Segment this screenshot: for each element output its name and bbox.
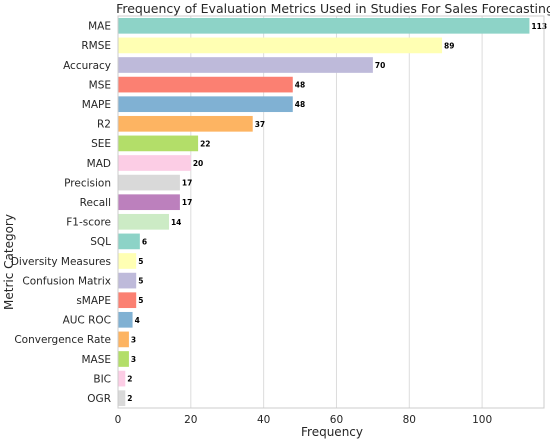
- bar: [118, 370, 126, 387]
- data-label: 37: [255, 120, 265, 129]
- bar: [118, 272, 137, 289]
- data-label: 48: [295, 81, 305, 90]
- data-label: 2: [127, 394, 132, 403]
- y-tick-label: Recall: [80, 197, 111, 209]
- data-label: 5: [138, 296, 143, 305]
- y-tick-label: sMAPE: [76, 295, 111, 307]
- data-label: 6: [142, 237, 147, 246]
- y-tick-label: AUC ROC: [63, 315, 111, 327]
- data-label: 3: [131, 355, 136, 364]
- data-label: 5: [138, 277, 143, 286]
- y-tick-label: SEE: [91, 138, 111, 150]
- x-tick-labels: 0 20 40 60 80 100: [115, 414, 492, 426]
- data-label: 113: [531, 22, 547, 31]
- y-tick-label: SQL: [90, 236, 111, 248]
- y-tick-label: MSE: [89, 79, 111, 91]
- plot-frame: [117, 15, 545, 409]
- bar: [118, 135, 199, 152]
- data-label: 20: [193, 159, 203, 168]
- y-tick-label: Convergence Rate: [14, 334, 111, 346]
- y-tick-label: OGR: [87, 393, 111, 405]
- y-tick-label: F1-score: [66, 217, 111, 229]
- y-tick-label: MAD: [87, 158, 111, 170]
- data-label: 17: [182, 198, 192, 207]
- y-tick-label: BIC: [93, 373, 111, 385]
- y-tick-label: Precision: [64, 177, 111, 189]
- data-label: 4: [135, 316, 140, 325]
- x-tick-label: 100: [472, 414, 492, 426]
- bar: [118, 17, 530, 34]
- y-tick-label: Confusion Matrix: [22, 275, 111, 287]
- y-tick-label: Diversity Measures: [11, 256, 111, 268]
- bar: [118, 174, 180, 191]
- bar: [118, 311, 133, 328]
- data-label: 48: [295, 100, 305, 109]
- bar: [118, 331, 129, 348]
- x-tick-label: 20: [184, 414, 197, 426]
- y-tick-label: RMSE: [81, 40, 111, 52]
- x-tick-label: 80: [403, 414, 416, 426]
- bar: [118, 76, 293, 93]
- chart-title: Frequency of Evaluation Metrics Used in …: [116, 1, 550, 16]
- x-tick-label: 40: [257, 414, 270, 426]
- bar: [118, 37, 443, 54]
- bar: [118, 233, 140, 250]
- grid-lines: [117, 16, 483, 408]
- bars: [118, 17, 530, 407]
- bar: [118, 292, 137, 309]
- bar: [118, 115, 253, 132]
- data-label: 22: [200, 139, 210, 148]
- x-tick-label: 0: [115, 414, 122, 426]
- y-axis-label: Metric Category: [2, 214, 16, 310]
- bar: [118, 390, 126, 407]
- y-tick-label: Accuracy: [63, 60, 111, 72]
- y-tick-label: MAPE: [82, 99, 111, 111]
- bar: [118, 351, 129, 367]
- category-labels: MAE RMSE Accuracy MSE MAPE R2 SEE MAD Precision R…: [11, 21, 111, 405]
- data-label: 14: [171, 218, 181, 227]
- data-label: 5: [138, 257, 143, 266]
- data-label: 3: [131, 335, 136, 344]
- x-tick-label: 60: [330, 414, 343, 426]
- data-label: 17: [182, 179, 192, 188]
- bar: [118, 194, 180, 211]
- data-label: 70: [375, 61, 385, 70]
- y-tick-label: MASE: [81, 354, 111, 366]
- y-tick-label: MAE: [88, 21, 111, 33]
- data-label: 89: [444, 41, 454, 50]
- bar: [118, 57, 373, 73]
- y-tick-label: R2: [97, 119, 111, 131]
- bar: [118, 253, 137, 269]
- data-label: 2: [127, 375, 132, 384]
- bar: [118, 155, 191, 171]
- bar: [118, 96, 293, 113]
- bar: [118, 213, 169, 230]
- x-axis-label: Frequency: [301, 425, 363, 439]
